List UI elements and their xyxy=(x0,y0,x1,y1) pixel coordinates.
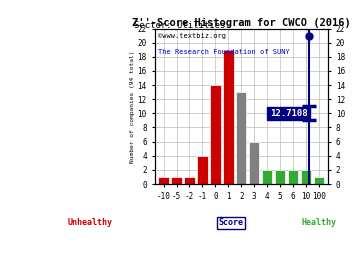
Bar xyxy=(158,177,169,184)
Bar xyxy=(314,177,324,184)
Bar xyxy=(197,156,208,184)
Text: ©www.textbiz.org: ©www.textbiz.org xyxy=(158,33,226,39)
Text: The Research Foundation of SUNY: The Research Foundation of SUNY xyxy=(158,49,290,55)
Text: Unhealthy: Unhealthy xyxy=(68,218,113,227)
Bar xyxy=(301,170,311,184)
Bar xyxy=(236,92,247,184)
Text: 12.7108: 12.7108 xyxy=(270,109,307,118)
Bar xyxy=(171,177,182,184)
Y-axis label: Number of companies (94 total): Number of companies (94 total) xyxy=(130,50,135,163)
Bar xyxy=(210,85,221,184)
Bar xyxy=(275,170,285,184)
Text: Healthy: Healthy xyxy=(302,218,337,227)
Title: Z''-Score Histogram for CWCO (2016): Z''-Score Histogram for CWCO (2016) xyxy=(132,18,351,28)
Bar xyxy=(249,142,260,184)
Bar xyxy=(262,170,273,184)
Bar xyxy=(223,50,234,184)
Text: Score: Score xyxy=(219,218,243,227)
Bar xyxy=(288,170,298,184)
Text: Sector: Utilities: Sector: Utilities xyxy=(134,21,226,30)
Bar xyxy=(184,177,195,184)
